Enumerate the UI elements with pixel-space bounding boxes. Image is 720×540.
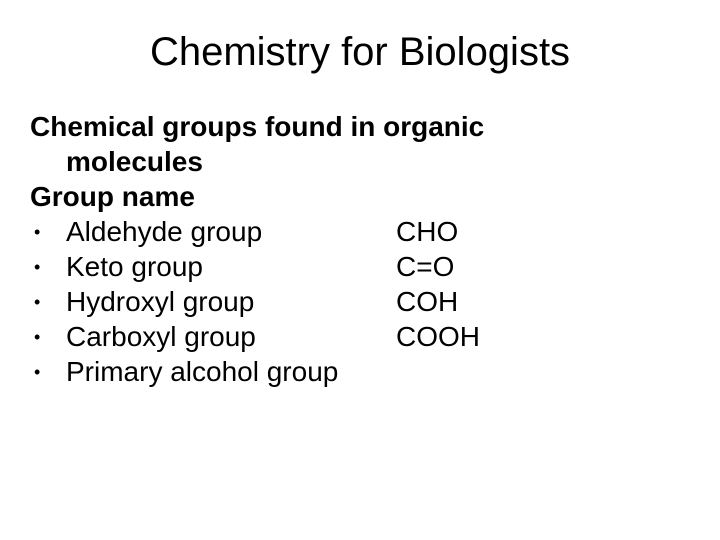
- list-item: • Carboxyl group COOH: [30, 319, 690, 354]
- slide-title: Chemistry for Biologists: [30, 30, 690, 75]
- subheading: Group name: [30, 179, 690, 214]
- bullet-icon: •: [30, 249, 66, 284]
- list-item: • Keto group C=O: [30, 249, 690, 284]
- section-heading-line2: molecules: [30, 144, 690, 179]
- bullet-icon: •: [30, 354, 66, 389]
- list-item: • Primary alcohol group: [30, 354, 690, 389]
- group-formula: COOH: [396, 319, 690, 354]
- list-item: • Hydroxyl group COH: [30, 284, 690, 319]
- bullet-icon: •: [30, 214, 66, 249]
- group-formula: CHO: [396, 214, 690, 249]
- slide: Chemistry for Biologists Chemical groups…: [0, 0, 720, 540]
- bullet-icon: •: [30, 319, 66, 354]
- group-name: Carboxyl group: [66, 319, 396, 354]
- group-formula: [396, 354, 690, 389]
- slide-content: Chemical groups found in organic molecul…: [30, 109, 690, 389]
- section-heading-line1: Chemical groups found in organic: [30, 109, 690, 144]
- group-name: Primary alcohol group: [66, 354, 396, 389]
- group-name: Keto group: [66, 249, 396, 284]
- group-name: Hydroxyl group: [66, 284, 396, 319]
- group-name: Aldehyde group: [66, 214, 396, 249]
- group-formula: COH: [396, 284, 690, 319]
- list-item: • Aldehyde group CHO: [30, 214, 690, 249]
- group-formula: C=O: [396, 249, 690, 284]
- bullet-icon: •: [30, 284, 66, 319]
